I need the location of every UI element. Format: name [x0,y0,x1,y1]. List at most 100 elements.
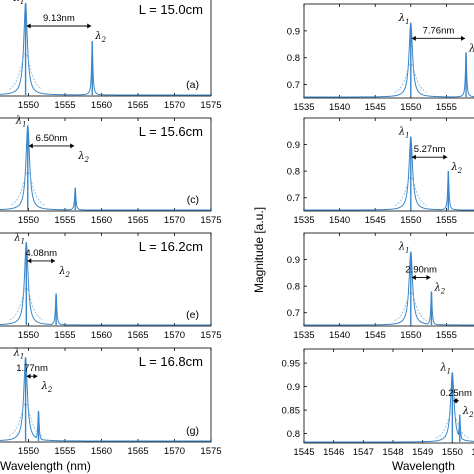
y-tick-label: 0.8 [287,429,300,440]
lambda-1-label: λ1 [439,363,451,376]
x-tick-label: 1550 [400,102,421,113]
x-tick-label: 1570 [164,215,185,226]
spacing-label: 0.25nm [440,388,472,399]
x-axis-label-right: Wavelength [392,459,455,473]
spectrum-line [304,251,474,326]
x-tick-label: 1555 [436,215,457,226]
x-tick-label: 1560 [91,100,112,111]
arrow-head-left [28,143,33,149]
x-axis-label-left: Wavelength (nm) [0,459,91,473]
spacing-label: 4.08nm [25,248,57,259]
arrow-head-left [26,23,31,29]
spectrum-envelope [394,291,427,321]
arrow-head-right [461,35,466,41]
x-tick-label: 1540 [329,102,350,113]
x-tick-label: 1575 [200,330,221,341]
arrow-head-left [27,258,32,264]
spacing-label: 2.90nm [405,264,437,275]
x-tick-label: 1560 [91,215,112,226]
panel-label: (c) [187,194,199,206]
x-tick-label: 1550 [18,100,39,111]
y-tick-label: 0.7 [287,308,300,319]
arrow-head-right [51,258,56,264]
lambda-2-label: λ2 [77,151,89,164]
panel-label: (a) [186,79,199,91]
x-tick-label: 1545 [365,330,386,341]
x-tick-label: 1570 [164,446,185,457]
x-tick-label: 1555 [54,100,75,111]
y-axis-label: Magnitude [a.u.] [252,207,266,293]
x-tick-label: 1545 [365,215,386,226]
x-tick-label: 1565 [127,100,148,111]
x-tick-label: 1575 [200,100,221,111]
x-tick-label: 1545 [365,102,386,113]
arrow-head-right [70,143,75,149]
spacing-label: 5.27nm [414,144,446,155]
lambda-2-label: λ2 [468,43,474,56]
lambda-1-label: λ1 [13,347,25,360]
x-tick-label: 1575 [200,446,221,457]
lambda-2-label: λ2 [450,162,462,175]
x-tick-label: 1550 [400,330,421,341]
y-tick-label: 0.8 [287,167,300,178]
spacing-label: 6.50nm [36,133,68,144]
x-tick-label: 1555 [54,446,75,457]
arrow-head-right [426,274,431,280]
x-tick-label: 1555 [436,102,457,113]
y-tick-label: 0.9 [287,140,300,151]
x-tick-label: 1555 [436,330,457,341]
x-tick-label: 1565 [127,215,148,226]
y-tick-label: 0.8 [287,282,300,293]
x-tick-label: 1565 [127,330,148,341]
lambda-1-label: λ1 [398,242,410,255]
panel-label: (e) [186,309,199,321]
panel-g: 1550 1555 1560 1565 1570 1575 1.77nm λ1 λ2 L = 16… [0,347,222,457]
x-tick-label: 1549 [412,447,433,458]
spectrum-envelope [9,287,43,321]
spectrum-line [0,125,211,211]
x-tick-label: 1555 [54,330,75,341]
length-label: L = 15.0cm [139,2,203,17]
length-label: L = 16.8cm [139,354,203,369]
spectrum-line [304,372,474,443]
panel-d: 1535 1540 1545 1550 1555 0.7 0.8 0.9 5.27nm λ1 λ2 [287,117,474,226]
x-tick-label: 1535 [293,102,314,113]
x-tick-label: 1555 [54,215,75,226]
y-tick-label: 0.9 [287,26,300,37]
x-tick-label: 1560 [91,330,112,341]
x-tick-label: 1550 [400,215,421,226]
y-tick-label: 0.8 [287,53,300,64]
arrow-head-left [411,274,416,280]
y-tick-label: 0.7 [287,80,300,91]
spectrum-line [304,136,474,211]
spectrum-line [0,242,211,326]
x-tick-label: 1570 [164,100,185,111]
axes-frame [303,232,474,327]
panel-c: 1550 1555 1560 1565 1570 1575 6.50nm λ1 λ2 L = 15… [0,115,222,226]
arrow-head-right [443,154,448,160]
lambda-1-label: λ1 [398,127,410,140]
spectrum-envelope [11,171,45,206]
spectrum-envelope [394,63,427,93]
y-tick-label: 0.85 [282,406,301,417]
x-tick-label: 1540 [329,330,350,341]
lambda-1-label: λ1 [13,232,25,245]
x-tick-label: 1560 [91,446,112,457]
x-tick-label: 1551 [471,447,474,458]
x-tick-label: 1575 [200,215,221,226]
axes-frame [303,117,474,212]
lambda-2-label: λ2 [94,31,106,44]
length-label: L = 16.2cm [139,239,203,254]
y-tick-label: 0.95 [282,359,301,370]
lambda-1-label: λ1 [13,0,25,6]
x-tick-label: 1535 [293,330,314,341]
axes-frame [303,3,474,99]
panel-f: 1535 1540 1545 1550 1555 0.7 0.8 0.9 2.90nm λ1 λ2 [287,232,474,341]
panel-a: 1550 1555 1560 1565 1570 1575 9.13nm λ1 λ2 L = 15… [0,0,222,111]
x-tick-label: 1547 [353,447,374,458]
x-tick-label: 1550 [442,447,463,458]
spectrum-envelope [394,176,427,206]
arrow-head-right [454,398,459,404]
x-tick-label: 1570 [164,330,185,341]
lambda-1-label: λ1 [398,13,410,26]
